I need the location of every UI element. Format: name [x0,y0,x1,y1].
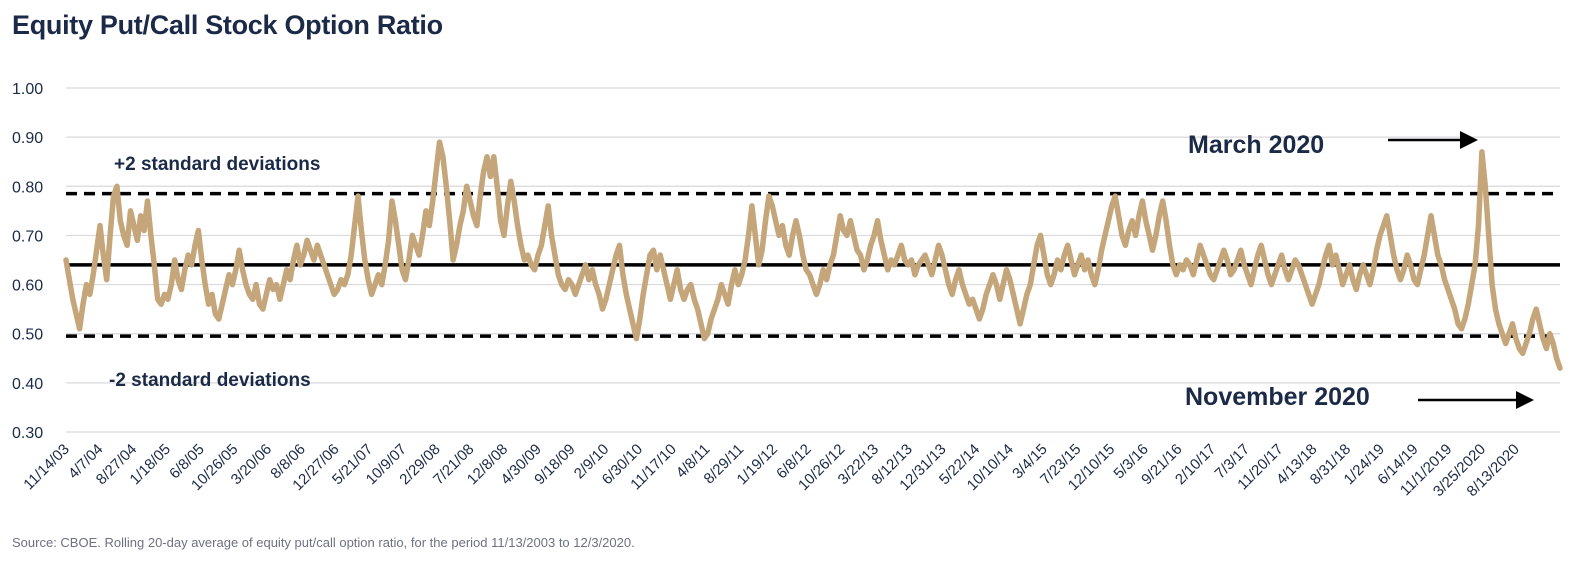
arrow-november [1418,391,1534,409]
annotation-march-2020: March 2020 [1188,131,1324,159]
x-axis-ticks: 11/14/034/7/048/27/041/18/056/8/0510/26/… [20,441,1523,500]
y-tick-label: 0.60 [12,278,43,295]
y-tick-label: 0.80 [12,179,43,196]
annotations: +2 standard deviations -2 standard devia… [109,131,1534,411]
series-line-put-call-ratio [63,139,1563,371]
y-axis-ticks: 0.30 0.40 0.50 0.60 0.70 0.80 0.90 1.00 [12,81,43,442]
chart-title: Equity Put/Call Stock Option Ratio [12,10,443,40]
annotation-plus2sd: +2 standard deviations [114,154,320,175]
source-note: Source: CBOE. Rolling 20-day average of … [12,535,635,550]
y-tick-label: 0.70 [12,228,43,245]
y-tick-label: 0.40 [12,376,43,393]
annotation-november-2020: November 2020 [1185,383,1370,411]
reference-lines [66,191,1560,338]
annotation-minus2sd: -2 standard deviations [109,370,311,391]
y-tick-label: 0.90 [12,130,43,147]
gridlines [66,87,1560,433]
y-tick-label: 1.00 [12,81,43,98]
arrow-march [1388,131,1478,149]
y-tick-label: 0.50 [12,327,43,344]
x-tick-label: 11/14/03 [20,441,73,494]
y-tick-label: 0.30 [12,425,43,442]
